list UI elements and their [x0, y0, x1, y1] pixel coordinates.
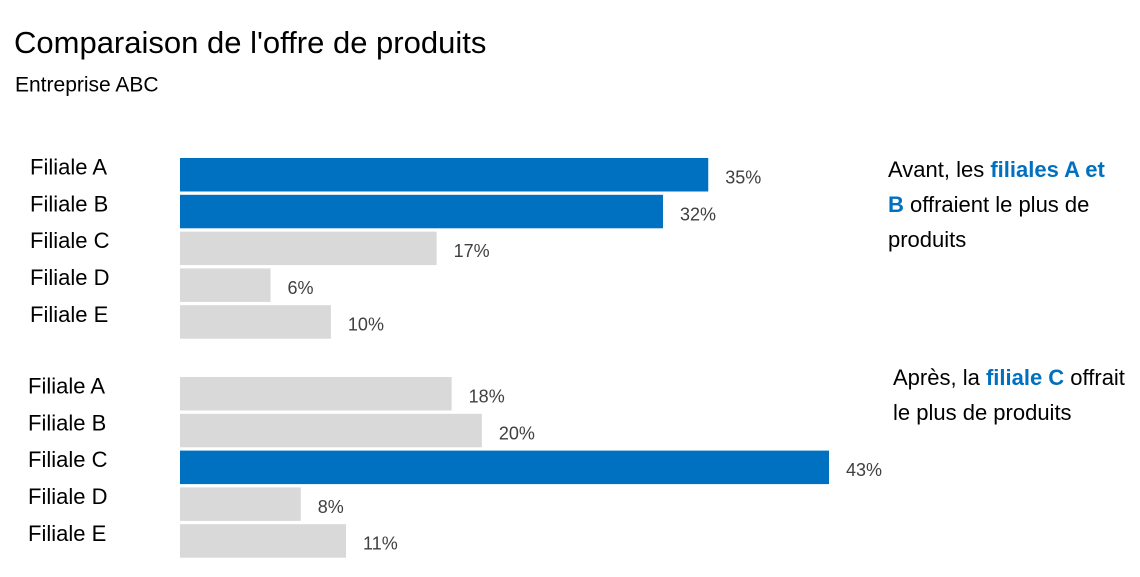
value-label: 43% — [846, 460, 882, 480]
category-label: Filiale C — [30, 228, 110, 253]
value-label: 6% — [288, 278, 314, 298]
category-label: Filiale E — [30, 302, 108, 327]
bar — [180, 524, 347, 558]
value-label: 18% — [469, 387, 505, 407]
category-label: Filiale D — [30, 265, 109, 290]
chart-subtitle: Entreprise ABC — [15, 74, 159, 97]
category-label: Filiale A — [30, 155, 107, 180]
bar — [180, 194, 663, 229]
value-label: 20% — [499, 423, 535, 443]
bar — [180, 413, 482, 448]
annotation-text: Après, la — [893, 365, 986, 390]
annotation-highlight: filiales A et B — [888, 157, 1105, 217]
category-label: Filiale C — [28, 447, 108, 472]
annotation-text: offrait le plus de produits — [893, 365, 1125, 425]
category-label: Filiale B — [28, 410, 106, 435]
value-label: 10% — [348, 315, 384, 335]
category-label: Filiale B — [30, 191, 108, 216]
annotation: Après, la filiale C offrait le plus de p… — [893, 360, 1128, 430]
value-label: 17% — [454, 241, 490, 261]
annotation-text: offraient le plus de produits — [888, 192, 1090, 252]
bar — [180, 377, 452, 411]
bar — [180, 487, 301, 521]
value-label: 11% — [363, 534, 398, 554]
category-label: Filiale A — [28, 374, 105, 399]
value-label: 32% — [680, 204, 716, 224]
category-label: Filiale E — [28, 521, 106, 546]
annotation: Avant, les filiales A et B offraient le … — [888, 152, 1123, 257]
bar — [180, 305, 331, 339]
chart-title: Comparaison de l'offre de produits — [14, 25, 486, 60]
value-label: 35% — [725, 168, 761, 188]
bar — [180, 231, 437, 266]
bar — [180, 268, 271, 302]
annotation-highlight: filiale C — [985, 365, 1065, 390]
bar — [180, 450, 829, 485]
category-label: Filiale D — [28, 484, 107, 509]
value-label: 8% — [318, 497, 344, 517]
annotation-text: Avant, les — [888, 157, 991, 182]
bar — [180, 158, 709, 192]
